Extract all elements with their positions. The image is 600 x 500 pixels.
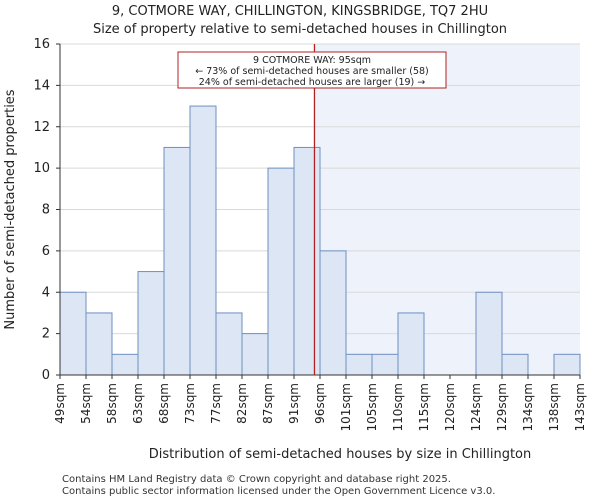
annotation-line: 9 COTMORE WAY: 95sqm <box>253 55 371 66</box>
x-tick-label: 105sqm <box>365 383 379 431</box>
bar <box>553 353 581 376</box>
bar <box>59 291 87 376</box>
bar <box>501 353 529 376</box>
bar <box>111 353 139 376</box>
y-tick-label: 2 <box>42 327 50 342</box>
x-tick-label: 77sqm <box>209 383 223 424</box>
bar <box>137 271 165 376</box>
x-tick-label: 115sqm <box>417 383 431 431</box>
chart-title: 9, COTMORE WAY, CHILLINGTON, KINGSBRIDGE… <box>111 4 489 19</box>
x-tick-label: 124sqm <box>469 383 483 431</box>
bar <box>85 312 113 376</box>
y-tick-label: 8 <box>42 203 50 218</box>
x-tick-label: 82sqm <box>235 383 249 424</box>
x-axis-label: Distribution of semi-detached houses by … <box>149 447 532 462</box>
y-tick-label: 0 <box>42 368 50 383</box>
x-tick-label: 68sqm <box>157 383 171 424</box>
y-axis-label: Number of semi-detached properties <box>3 89 18 329</box>
x-tick-label: 54sqm <box>79 383 93 424</box>
x-tick-label: 91sqm <box>287 383 301 424</box>
x-tick-label: 110sqm <box>391 383 405 431</box>
x-tick-label: 134sqm <box>521 383 535 431</box>
x-tick-label: 49sqm <box>53 383 67 424</box>
x-tick-label: 138sqm <box>547 383 561 431</box>
footer-line-2: Contains public sector information licen… <box>62 486 496 497</box>
y-tick-label: 16 <box>33 37 50 52</box>
bar <box>267 167 295 376</box>
bar <box>475 291 503 376</box>
annotation-line: 24% of semi-detached houses are larger (… <box>199 77 426 88</box>
y-tick-label: 12 <box>33 120 50 135</box>
bar <box>345 353 373 376</box>
x-tick-label: 120sqm <box>443 383 457 431</box>
x-tick-label: 129sqm <box>495 383 509 431</box>
x-tick-label: 63sqm <box>131 383 145 424</box>
bar <box>189 105 217 376</box>
chart-subtitle: Size of property relative to semi-detach… <box>92 22 508 37</box>
annotation-box <box>177 51 447 89</box>
bar <box>215 312 243 376</box>
y-tick-label: 6 <box>42 244 50 259</box>
bar <box>293 146 321 376</box>
bar <box>241 333 269 376</box>
y-tick-label: 10 <box>33 161 50 176</box>
bar <box>397 312 425 376</box>
x-tick-label: 87sqm <box>261 383 275 424</box>
x-tick-label: 58sqm <box>105 383 119 424</box>
bar <box>163 146 191 376</box>
x-tick-label: 101sqm <box>339 383 353 431</box>
y-tick-label: 4 <box>42 285 50 300</box>
footer-line-1: Contains HM Land Registry data © Crown c… <box>62 474 451 485</box>
x-tick-label: 96sqm <box>313 383 327 424</box>
y-tick-label: 14 <box>33 78 50 93</box>
x-tick-label: 143sqm <box>573 383 587 431</box>
bar <box>371 353 399 376</box>
annotation-line: ← 73% of semi-detached houses are smalle… <box>195 66 429 77</box>
bar <box>319 250 347 376</box>
x-tick-label: 73sqm <box>183 383 197 424</box>
